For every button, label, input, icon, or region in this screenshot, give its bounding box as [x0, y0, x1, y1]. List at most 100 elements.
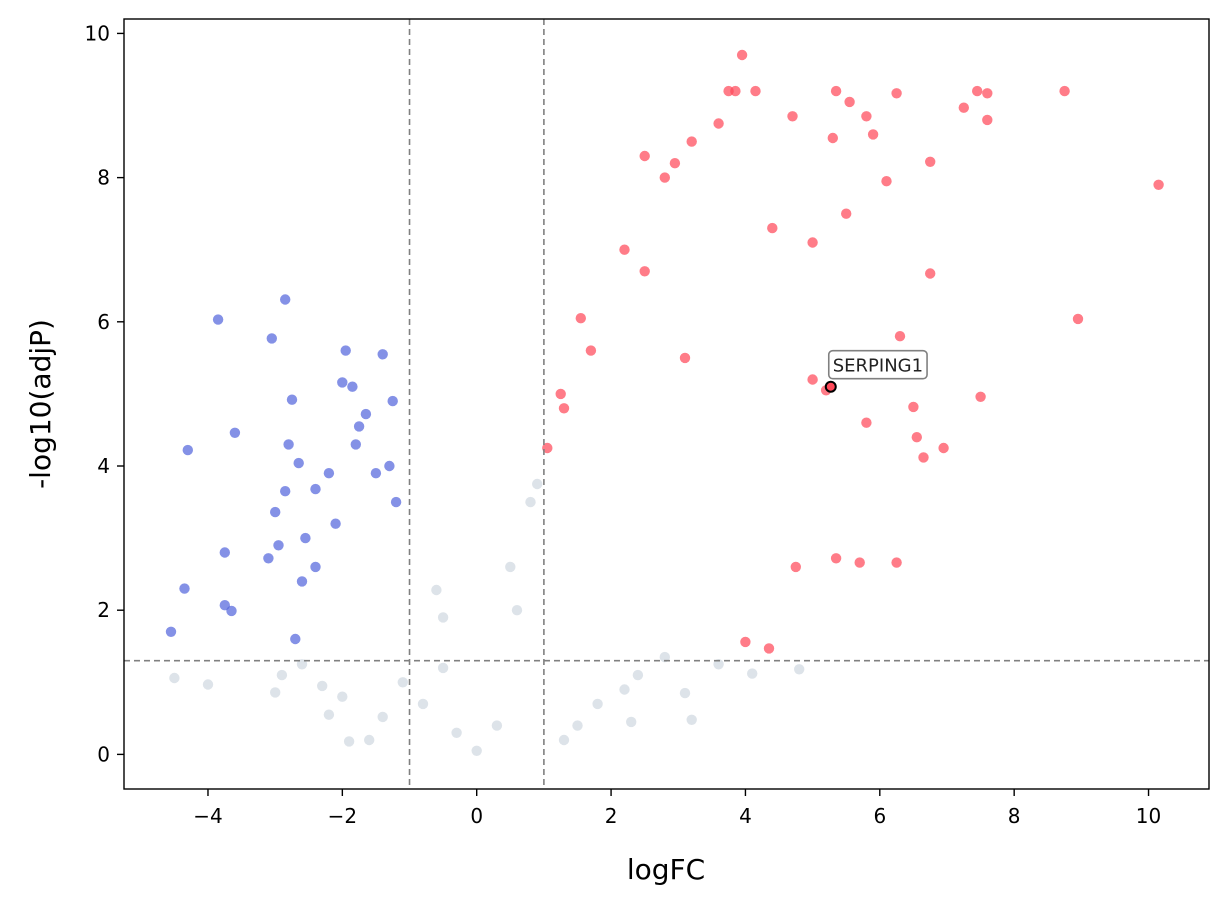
- data-point: [790, 561, 801, 573]
- data-point: [558, 403, 570, 414]
- data-point: [511, 605, 523, 616]
- data-point: [867, 129, 879, 140]
- series-0: [169, 478, 805, 756]
- data-point: [310, 483, 321, 495]
- x-tick-label: 2: [605, 804, 618, 828]
- data-point: [592, 698, 603, 710]
- data-point: [370, 468, 382, 479]
- data-point: [787, 111, 798, 122]
- y-tick-label: 2: [97, 598, 110, 622]
- y-tick-label: 10: [85, 21, 110, 45]
- data-point: [343, 736, 355, 747]
- data-point: [619, 244, 630, 255]
- data-point: [219, 547, 230, 558]
- data-point: [713, 118, 724, 129]
- data-point: [982, 88, 993, 99]
- y-tick-label: 0: [97, 742, 110, 766]
- data-point: [891, 88, 902, 99]
- data-point: [619, 684, 630, 695]
- data-point: [273, 540, 284, 551]
- data-point: [337, 377, 348, 388]
- data-point: [280, 294, 291, 305]
- data-point: [280, 486, 291, 497]
- data-point: [918, 452, 929, 463]
- x-tick-label: −4: [193, 804, 222, 828]
- data-point: [881, 176, 892, 187]
- data-point: [854, 557, 865, 568]
- data-point: [925, 156, 936, 167]
- data-point: [827, 132, 838, 144]
- data-point: [830, 553, 842, 564]
- data-point: [286, 394, 298, 405]
- data-point: [353, 421, 365, 432]
- data-point: [713, 659, 724, 670]
- data-point: [740, 636, 751, 648]
- data-point: [491, 720, 503, 731]
- data-point: [226, 605, 237, 617]
- data-point: [505, 561, 516, 573]
- data-point: [807, 374, 818, 385]
- data-point: [938, 442, 949, 454]
- data-point: [894, 331, 906, 342]
- data-point: [525, 496, 536, 508]
- annotation-layer: SERPING1: [824, 349, 928, 393]
- data-point: [585, 345, 597, 356]
- data-point: [982, 114, 993, 126]
- data-point: [417, 698, 429, 710]
- data-point: [296, 659, 308, 670]
- data-point: [330, 518, 341, 529]
- data-point: [296, 576, 308, 587]
- data-point: [229, 427, 241, 438]
- data-point: [165, 626, 177, 637]
- data-point: [387, 395, 398, 407]
- data-point: [300, 532, 311, 544]
- data-point: [390, 496, 402, 508]
- data-point: [437, 612, 449, 623]
- data-point: [276, 669, 288, 681]
- data-point: [763, 643, 775, 654]
- data-point: [202, 679, 214, 690]
- data-point: [747, 668, 758, 679]
- data-point: [972, 85, 983, 97]
- data-point: [323, 709, 335, 720]
- data-point: [572, 720, 583, 731]
- data-point: [347, 381, 358, 392]
- data-point: [908, 401, 919, 413]
- data-point: [437, 662, 449, 674]
- data-point: [263, 553, 274, 564]
- data-point: [364, 734, 375, 746]
- x-tick-label: 8: [1008, 804, 1021, 828]
- y-tick-label: 8: [97, 166, 110, 190]
- x-tick-label: −2: [328, 804, 357, 828]
- data-point: [310, 561, 321, 573]
- data-point: [736, 49, 748, 61]
- data-point: [575, 313, 586, 324]
- x-tick-label: 4: [739, 804, 752, 828]
- data-point: [807, 237, 818, 248]
- data-point: [169, 672, 180, 684]
- data-point: [471, 745, 482, 756]
- data-point: [659, 651, 670, 663]
- data-point: [679, 352, 691, 364]
- points-layer: [165, 49, 1164, 756]
- data-point: [270, 506, 281, 518]
- data-point: [925, 268, 936, 279]
- data-point: [975, 391, 986, 402]
- data-point: [212, 314, 224, 325]
- x-tick-label: 10: [1136, 804, 1161, 828]
- data-point: [632, 669, 644, 681]
- data-point: [1059, 85, 1070, 97]
- data-point: [767, 222, 778, 234]
- data-point: [293, 457, 304, 469]
- data-point: [669, 158, 681, 169]
- data-point: [340, 345, 351, 356]
- data-point: [679, 687, 691, 699]
- x-tick-label: 6: [873, 804, 886, 828]
- data-point: [350, 439, 361, 450]
- y-tick-label: 4: [97, 454, 110, 478]
- data-point: [555, 388, 566, 400]
- data-point: [377, 349, 388, 360]
- data-point: [377, 711, 388, 723]
- data-point: [659, 172, 670, 183]
